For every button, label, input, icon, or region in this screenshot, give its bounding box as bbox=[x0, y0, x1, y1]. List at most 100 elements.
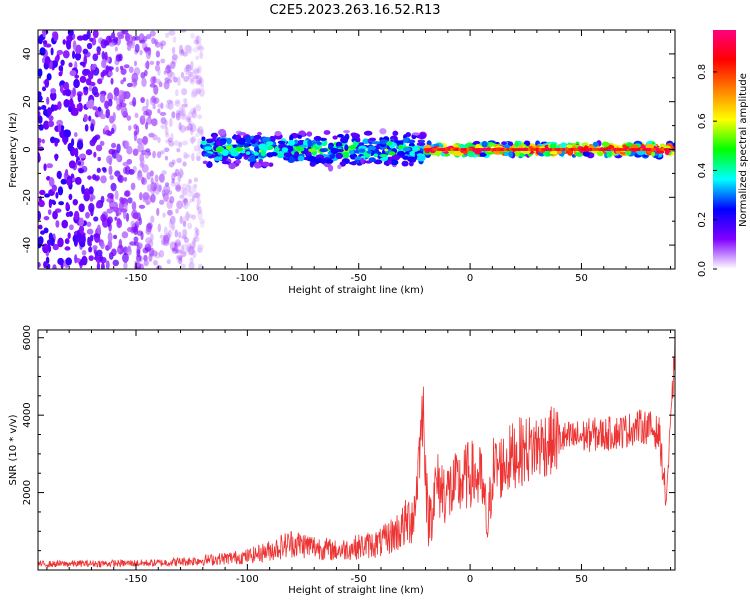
spectrogram-cell bbox=[63, 82, 68, 90]
spectrogram-cell bbox=[193, 192, 200, 199]
spectrogram-cell bbox=[197, 125, 204, 135]
spectrogram-cell bbox=[162, 234, 167, 243]
spectrogram-cell bbox=[157, 103, 164, 108]
spectrogram-cell bbox=[104, 100, 110, 110]
spectrogram-cell bbox=[183, 197, 189, 206]
snr-plot-area bbox=[38, 330, 675, 570]
spectrogram-cell bbox=[55, 138, 60, 144]
spectrogram-cell bbox=[281, 147, 289, 153]
spectrogram-cell bbox=[348, 144, 357, 150]
y-tick-label: -20 bbox=[22, 189, 33, 205]
spectrogram-cell bbox=[519, 153, 525, 158]
spectrogram-cell bbox=[169, 117, 173, 128]
spectrogram-cell bbox=[164, 32, 170, 39]
spectrogram-cell bbox=[134, 112, 139, 118]
spectrogram-cell bbox=[183, 237, 189, 244]
spectrogram-cell bbox=[126, 115, 132, 121]
x-tick-label: 50 bbox=[575, 273, 588, 284]
spectrogram-cell bbox=[99, 256, 107, 264]
spectrogram-cell bbox=[655, 150, 665, 154]
spectrogram-cell bbox=[167, 137, 173, 143]
spectrogram-cell bbox=[195, 74, 203, 85]
spectrogram-cell bbox=[197, 45, 205, 51]
spectrogram-x-label: Height of straight line (km) bbox=[288, 285, 424, 296]
spectrogram-cell bbox=[105, 129, 111, 136]
spectrogram-cell bbox=[78, 203, 85, 213]
spectrogram-cell bbox=[316, 141, 322, 146]
spectrogram-cell bbox=[651, 151, 656, 157]
spectrogram-cell bbox=[181, 186, 185, 197]
spectrogram-cell bbox=[134, 43, 140, 53]
spectrogram-cell bbox=[184, 126, 190, 132]
spectrogram-cell bbox=[176, 157, 182, 164]
spectrogram-cell bbox=[104, 51, 108, 61]
spectrogram-cell bbox=[185, 117, 191, 123]
spectrogram-cell bbox=[79, 241, 86, 248]
spectrogram-cell bbox=[350, 132, 358, 137]
spectrogram-cell bbox=[342, 151, 350, 159]
spectrogram-cell bbox=[309, 161, 317, 167]
spectrogram-cell bbox=[261, 161, 271, 167]
spectrogram-cell bbox=[136, 254, 142, 262]
spectrogram-cell bbox=[86, 221, 92, 227]
spectrogram-cell bbox=[174, 100, 181, 107]
spectrogram-cell bbox=[120, 208, 128, 213]
spectrogram-cell bbox=[373, 159, 383, 165]
spectrogram-cell bbox=[112, 111, 116, 122]
spectrogram-cell bbox=[203, 152, 212, 157]
spectrogram-cell bbox=[283, 152, 293, 157]
spectrogram-cell bbox=[164, 147, 170, 153]
spectrogram-cell bbox=[200, 84, 205, 89]
spectrogram-cell bbox=[136, 242, 143, 250]
spectrogram-cell bbox=[154, 41, 161, 48]
spectrogram-cell bbox=[152, 260, 158, 266]
spectrogram-cell bbox=[105, 108, 111, 119]
spectrogram-cell bbox=[108, 148, 116, 155]
spectrogram-cell bbox=[202, 160, 208, 165]
spectrogram-cell bbox=[124, 140, 130, 148]
spectrogram-cell bbox=[200, 140, 208, 146]
spectrogram-cell bbox=[96, 46, 102, 53]
spectrogram-cell bbox=[109, 42, 115, 47]
spectrogram-cell bbox=[253, 151, 259, 156]
spectrogram-cell bbox=[136, 260, 140, 268]
spectrogram-cell bbox=[122, 252, 129, 263]
spectrogram-cell bbox=[96, 51, 101, 56]
spectrogram-cell bbox=[50, 91, 57, 101]
spectrogram-cell bbox=[250, 139, 256, 145]
spectrogram-cell bbox=[88, 84, 92, 92]
spectrogram-cell bbox=[46, 73, 52, 81]
spectrogram-cell bbox=[175, 208, 179, 214]
spectrogram-cell bbox=[89, 37, 94, 42]
spectrogram-cell bbox=[144, 243, 151, 252]
spectrogram-cell bbox=[181, 88, 188, 96]
spectrogram-cell bbox=[193, 236, 200, 243]
spectrogram-cell bbox=[192, 106, 196, 114]
spectrogram-cell bbox=[187, 201, 191, 207]
spectrogram-cell bbox=[567, 149, 574, 156]
spectrogram-cell bbox=[356, 137, 361, 143]
spectrogram-cell bbox=[182, 188, 188, 196]
spectrogram-cell bbox=[260, 150, 267, 157]
spectrogram-cell bbox=[408, 161, 414, 167]
spectrogram-cell bbox=[95, 201, 101, 209]
spectrogram-cell bbox=[142, 135, 149, 145]
spectrogram-cell bbox=[191, 195, 195, 203]
spectrogram-cell bbox=[145, 33, 152, 40]
spectrogram-cell bbox=[77, 161, 82, 166]
spectrogram-cell bbox=[189, 123, 197, 133]
spectrogram-cell bbox=[195, 80, 202, 86]
spectrogram-cell bbox=[196, 128, 202, 133]
spectrogram-cell bbox=[49, 199, 56, 204]
spectrogram-cell bbox=[123, 176, 128, 182]
spectrogram-cell bbox=[182, 216, 187, 226]
spectrogram-cell bbox=[51, 184, 57, 192]
spectrogram-cell bbox=[159, 40, 167, 47]
spectrogram-cell bbox=[217, 128, 227, 136]
spectrogram-cell bbox=[123, 261, 128, 269]
spectrogram-cell bbox=[146, 171, 151, 180]
spectrogram-cell bbox=[175, 254, 181, 261]
spectrogram-cell bbox=[169, 241, 177, 251]
spectrogram-cell bbox=[185, 69, 190, 75]
spectrogram-cell bbox=[178, 256, 183, 262]
